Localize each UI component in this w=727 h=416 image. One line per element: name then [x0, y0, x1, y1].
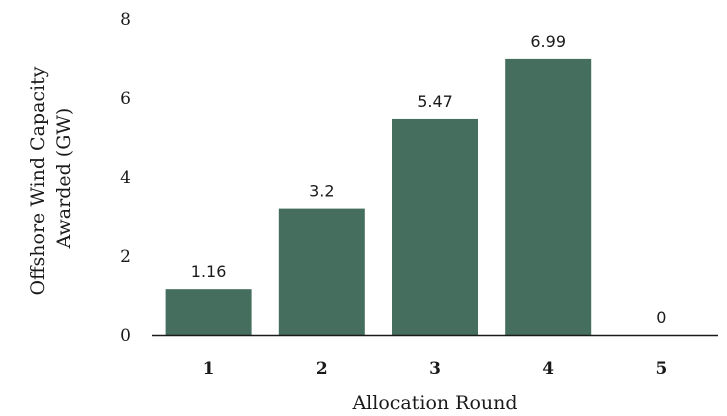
- data-label-round-2: 3.2: [309, 182, 334, 201]
- y-tick-label: 8: [120, 10, 131, 30]
- y-tick-label: 0: [120, 326, 131, 346]
- y-tick-label: 2: [120, 247, 131, 267]
- y-axis-title-line-1: Offshore Wind Capacity: [27, 66, 49, 295]
- bar-round-3: [392, 118, 478, 335]
- x-tick-label-round-1: 1: [203, 359, 215, 379]
- bar-round-4: [505, 58, 592, 336]
- data-label-round-3: 5.47: [417, 92, 453, 111]
- x-tick-label-round-4: 4: [542, 359, 554, 379]
- x-axis-title: Allocation Round: [351, 392, 517, 414]
- y-tick-label: 4: [120, 168, 131, 188]
- y-axis-title-line-2: Awarded (GW): [53, 108, 75, 250]
- y-axis-title: Offshore Wind Capacity Awarded (GW): [27, 60, 75, 295]
- x-axis-category-labels: 1 2 3 4 5: [203, 359, 668, 379]
- data-labels-group: 1.16 3.2 5.47 6.99 0: [191, 32, 667, 327]
- x-tick-label-round-5: 5: [655, 359, 667, 379]
- data-label-round-1: 1.16: [191, 262, 227, 281]
- bar-round-2: [278, 208, 365, 335]
- y-tick-label: 6: [120, 89, 131, 109]
- x-tick-label-round-2: 2: [316, 359, 328, 379]
- bars-group: [165, 58, 592, 336]
- data-label-round-5: 0: [656, 308, 666, 327]
- data-label-round-4: 6.99: [530, 32, 566, 51]
- y-axis-ticks: 0 2 4 6 8: [120, 10, 131, 346]
- bar-round-1: [165, 289, 252, 335]
- x-tick-label-round-3: 3: [429, 359, 441, 379]
